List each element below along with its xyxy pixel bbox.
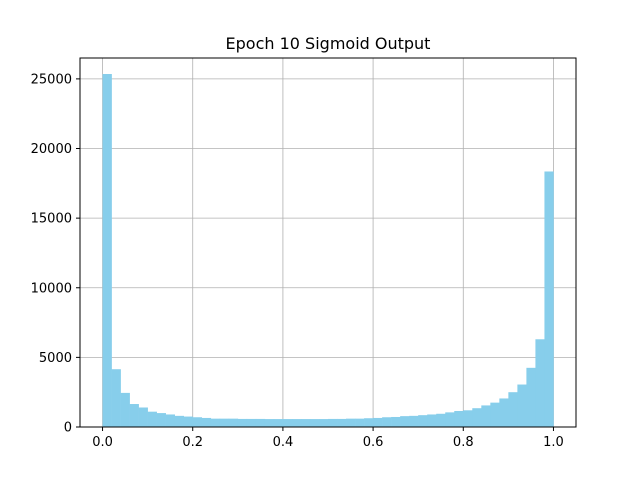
histogram-bar: [526, 367, 536, 427]
histogram-bar: [174, 415, 185, 427]
y-tick-label: 0: [64, 421, 72, 436]
histogram-bar: [147, 411, 157, 427]
histogram-bar: [454, 410, 464, 427]
histogram-bar: [156, 413, 166, 427]
histogram-bar: [364, 418, 374, 427]
x-tick-label: 1.0: [543, 435, 564, 450]
histogram-bar: [391, 416, 401, 427]
grid-lines: [80, 58, 576, 428]
histogram-bar: [273, 419, 284, 427]
histogram-bar: [291, 419, 302, 427]
histogram-bar: [400, 416, 410, 427]
histogram-bar: [138, 407, 148, 427]
histogram-bar: [373, 417, 383, 427]
histogram-bar: [355, 418, 365, 427]
x-tick-label: 0.2: [182, 435, 203, 450]
histogram-bar: [228, 418, 239, 427]
histogram-bar: [165, 414, 175, 427]
histogram-bar: [201, 417, 212, 427]
histogram-bar: [418, 415, 428, 427]
y-tick-label: 25000: [31, 72, 72, 87]
histogram-bar: [192, 417, 203, 427]
histogram-bar: [120, 392, 130, 427]
x-tick-label: 0.4: [273, 435, 294, 450]
histogram-bar: [508, 392, 518, 427]
histogram-bar: [472, 408, 482, 427]
histogram-bar: [111, 369, 121, 427]
histogram-bar: [535, 339, 545, 427]
histogram-bar: [346, 418, 356, 427]
x-tick-label: 0.0: [92, 435, 113, 450]
y-tick-label: 15000: [31, 212, 72, 227]
plot-frame: [79, 57, 577, 428]
histogram-bar: [490, 402, 500, 427]
histogram-bars: [102, 74, 554, 427]
histogram-bar: [409, 415, 419, 427]
histogram-bar: [282, 419, 293, 427]
y-tick-label: 10000: [31, 281, 72, 296]
histogram-bar: [183, 416, 194, 427]
histogram-bar: [264, 419, 275, 427]
histogram-bar: [246, 418, 257, 427]
chart-title: Epoch 10 Sigmoid Output: [226, 34, 431, 53]
histogram-bar: [445, 412, 455, 427]
y-tick-label: 20000: [31, 142, 72, 157]
histogram-bar: [427, 414, 437, 427]
histogram-bar: [481, 405, 491, 427]
histogram-bar: [382, 417, 392, 427]
histogram-bar: [328, 418, 338, 427]
histogram-bar: [309, 419, 320, 427]
histogram-bar: [102, 74, 112, 427]
histogram-bar: [300, 419, 311, 427]
histogram-bar: [436, 413, 446, 427]
y-axis: 0 5000 10000 15000 20000 25000: [31, 72, 80, 436]
histogram-bar: [129, 404, 139, 427]
histogram-bar: [517, 384, 527, 427]
histogram-bar: [237, 418, 248, 427]
histogram-bar: [219, 418, 230, 427]
x-tick-label: 0.6: [363, 435, 384, 450]
histogram-bar: [463, 410, 473, 427]
histogram-bar: [318, 419, 329, 427]
histogram-bar: [337, 418, 347, 427]
histogram-bar: [255, 418, 266, 427]
histogram-bar: [499, 398, 509, 427]
histogram-bar: [544, 171, 554, 427]
x-tick-label: 0.8: [453, 435, 474, 450]
x-axis: 0.0 0.2 0.4 0.6 0.8 1.0: [92, 427, 564, 450]
histogram-bar: [210, 418, 221, 427]
y-tick-label: 5000: [39, 351, 72, 366]
